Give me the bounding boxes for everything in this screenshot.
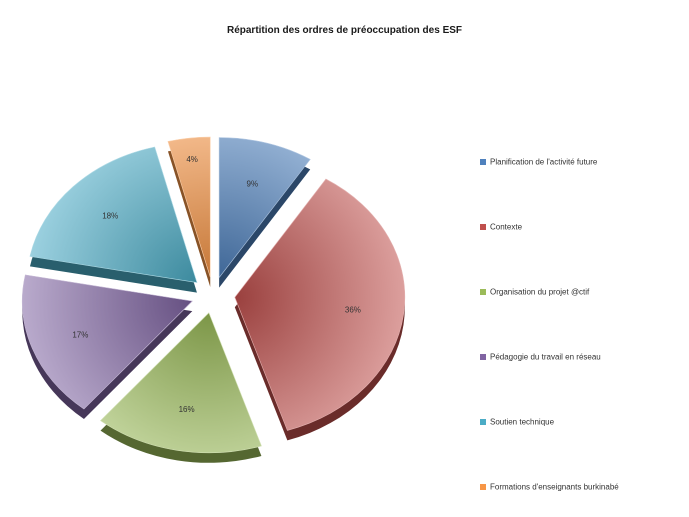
legend-item: Pédagogie du travail en réseau (480, 352, 601, 361)
legend-swatch (480, 418, 486, 425)
legend-label: Formations d'enseignants burkinabé (490, 482, 619, 492)
pie-slice (29, 146, 198, 283)
legend-item: Soutien technique (480, 417, 554, 426)
legend-swatch (480, 158, 486, 165)
legend-label: Organisation du projet @ctif (490, 287, 590, 297)
slice-percent-label: 18% (102, 212, 118, 221)
slice-percent-label: 9% (247, 179, 259, 188)
chart-title: Répartition des ordres de préoccupation … (226, 25, 463, 36)
legend-item: Organisation du projet @ctif (480, 287, 589, 296)
pie-slice (22, 274, 193, 410)
legend-swatch (480, 288, 486, 295)
legend-label: Soutien technique (490, 417, 555, 427)
pie-slice (234, 178, 406, 431)
legend-item: Contexte (480, 222, 522, 231)
pie-slice (218, 137, 311, 279)
pie-slice (167, 136, 211, 278)
legend-swatch (480, 223, 486, 230)
pie-slice (100, 312, 262, 454)
legend-label: Pédagogie du travail en réseau (490, 352, 601, 362)
slice-percent-label: 36% (345, 306, 361, 315)
slice-percent-label: 16% (179, 405, 195, 414)
slice-percent-label: 4% (186, 155, 198, 164)
legend-item: Planification de l'activité future (480, 157, 597, 166)
slice-percent-label: 17% (72, 330, 88, 339)
legend-label: Planification de l'activité future (490, 157, 598, 167)
legend-swatch (480, 483, 486, 490)
legend-label: Contexte (490, 222, 523, 232)
legend-item: Formations d'enseignants burkinabé (480, 482, 619, 491)
legend-swatch (480, 353, 486, 360)
